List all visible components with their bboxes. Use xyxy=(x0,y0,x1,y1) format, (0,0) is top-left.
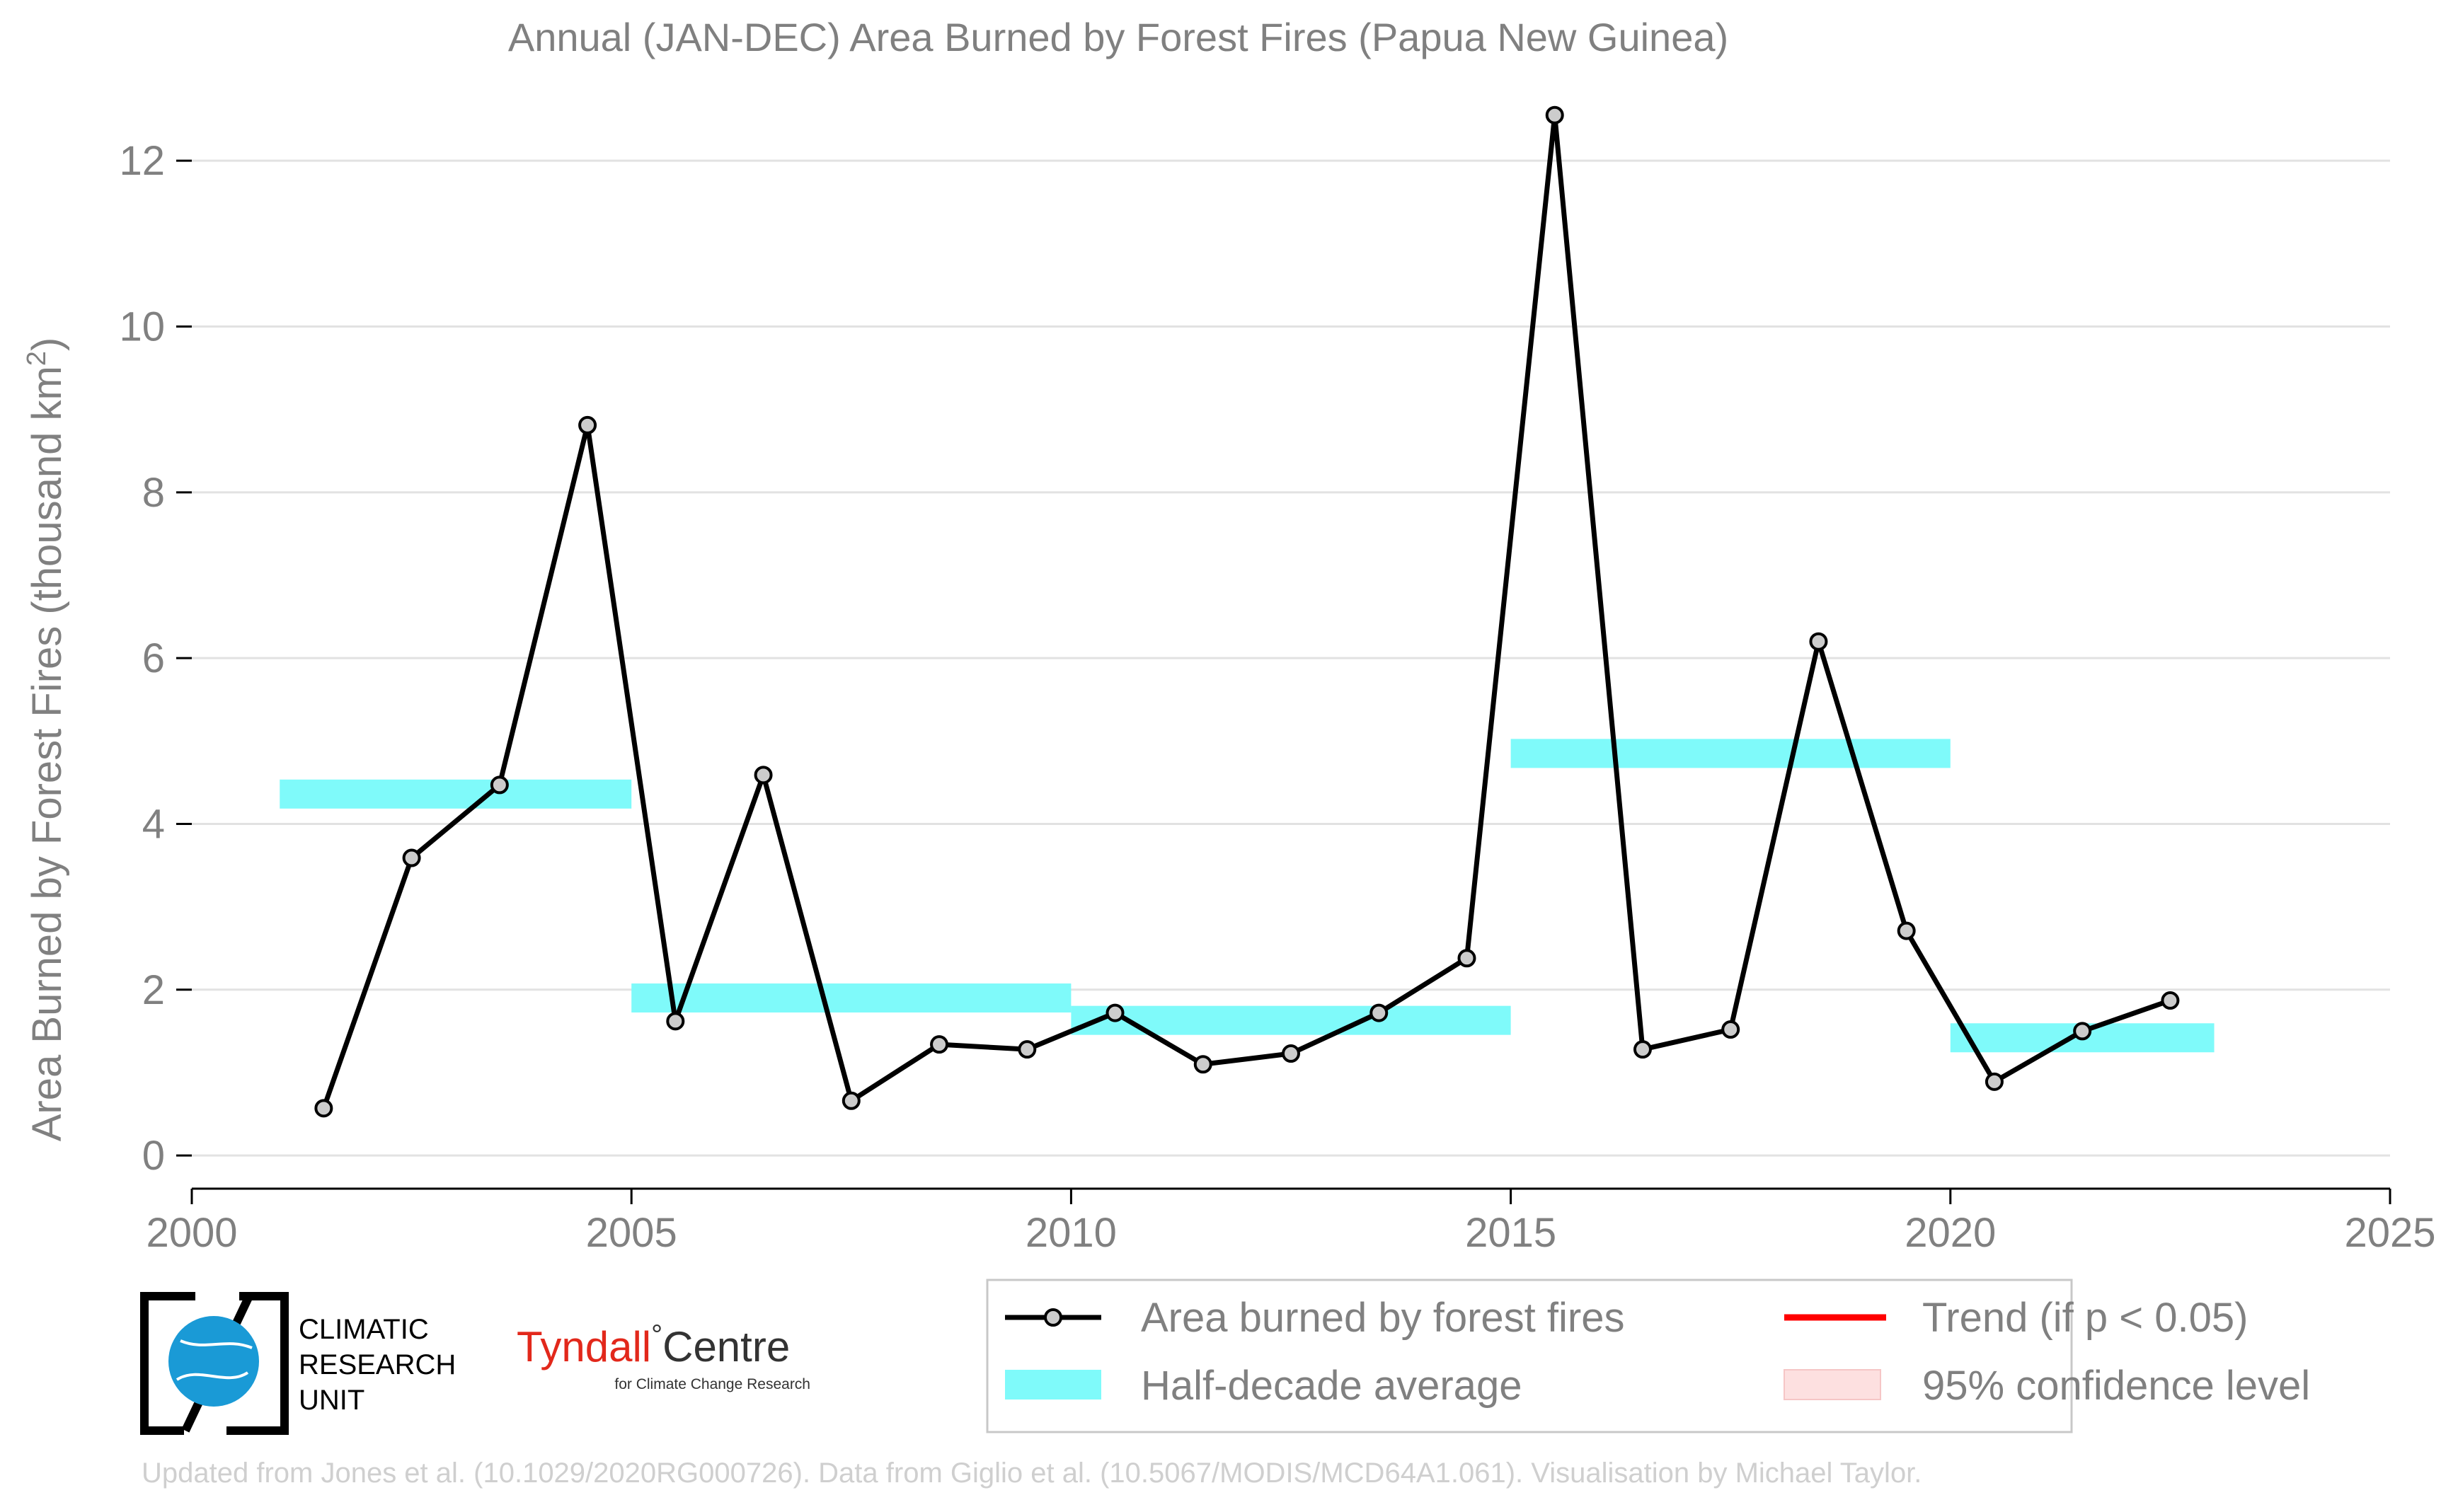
legend-marker-swatch xyxy=(1044,1308,1062,1327)
legend-label-trend: Trend (if p < 0.05) xyxy=(1922,1295,2248,1341)
y-tick-label: 0 xyxy=(142,1133,165,1179)
y-axis-label: Area Burned by Forest Fires (thousand km… xyxy=(22,337,70,1142)
tyndall-logo-centre: Centre xyxy=(662,1323,790,1370)
data-point xyxy=(2073,1022,2092,1041)
half-decade-band xyxy=(1071,1005,1511,1035)
data-point xyxy=(1369,1003,1389,1022)
x-tick-label: 2025 xyxy=(2344,1210,2435,1256)
data-point xyxy=(1545,105,1564,125)
y-axis-label-superscript: 2 xyxy=(22,351,52,366)
half-decade-bands xyxy=(280,739,2215,1053)
cru-logo-line-3: UNIT xyxy=(299,1385,364,1416)
tyndall-logo: Tyndall°Centre for Climate Change Resear… xyxy=(517,1320,810,1392)
globe-icon xyxy=(168,1316,259,1407)
cru-logo-line-1: CLIMATIC xyxy=(299,1314,429,1345)
y-tick-label: 12 xyxy=(119,138,165,184)
y-axis-label-tail: ) xyxy=(24,337,70,351)
tyndall-logo-subtitle: for Climate Change Research xyxy=(614,1376,810,1392)
y-tick-label: 2 xyxy=(142,967,165,1013)
legend-frame xyxy=(986,1279,2073,1433)
data-point xyxy=(1018,1040,1037,1059)
chart-title: Annual (JAN-DEC) Area Burned by Forest F… xyxy=(508,15,1728,59)
data-point xyxy=(1633,1040,1652,1059)
data-point xyxy=(842,1091,861,1110)
cru-logo-bracket-right xyxy=(226,1292,289,1435)
legend: Area burned by forest fires Trend (if p … xyxy=(986,1279,2310,1433)
series-line-path xyxy=(321,112,2171,1109)
data-point xyxy=(1809,632,1828,651)
data-point xyxy=(1985,1072,2004,1091)
y-axis-label-main: Area Burned by Forest Fires (thousand km xyxy=(24,366,70,1141)
half-decade-band xyxy=(280,779,632,809)
axes: 0 2 4 6 8 10 12 2000 2005 2010 2015 2020 2025 xyxy=(119,138,2435,1256)
data-point xyxy=(1897,921,1916,940)
data-point xyxy=(402,848,421,867)
y-tick-label: 10 xyxy=(119,304,165,350)
svg-text:Tyndall°Centre: Tyndall°Centre xyxy=(517,1320,790,1370)
globe-icon-detail xyxy=(176,1339,253,1381)
legend-band-swatch xyxy=(1005,1370,1101,1400)
legend-label-line: Area burned by forest fires xyxy=(1141,1295,1624,1341)
data-point xyxy=(1193,1055,1212,1074)
data-point xyxy=(314,1099,333,1118)
half-decade-band xyxy=(631,983,1072,1013)
y-tick-label: 4 xyxy=(142,801,165,847)
data-point xyxy=(754,766,773,785)
tyndall-logo-degree: ° xyxy=(651,1320,662,1351)
x-tick-label: 2005 xyxy=(586,1210,677,1256)
data-point xyxy=(1721,1020,1740,1039)
half-decade-band xyxy=(1510,739,1951,768)
legend-label-band: Half-decade average xyxy=(1141,1363,1522,1409)
legend-ci-swatch xyxy=(1784,1369,1881,1400)
series-line xyxy=(314,105,2180,1118)
x-tick-label: 2000 xyxy=(146,1210,237,1256)
data-point xyxy=(1282,1044,1300,1063)
cru-logo-line-2: RESEARCH xyxy=(299,1349,456,1380)
legend-label-ci: 95% confidence level xyxy=(1922,1363,2310,1409)
data-point xyxy=(578,415,597,434)
data-point xyxy=(666,1012,685,1031)
data-point xyxy=(1457,949,1476,968)
footer-credit: Updated from Jones et al. (10.1029/2020R… xyxy=(142,1458,1922,1489)
data-point xyxy=(490,775,509,795)
cru-logo: CLIMATIC RESEARCH UNIT xyxy=(140,1292,456,1435)
data-point xyxy=(930,1035,949,1054)
y-tick-label: 6 xyxy=(142,635,165,681)
gridlines xyxy=(192,159,2390,1157)
x-tick-label: 2015 xyxy=(1465,1210,1556,1256)
tyndall-logo-word: Tyndall xyxy=(517,1323,651,1370)
data-point xyxy=(1105,1003,1125,1022)
x-tick-label: 2020 xyxy=(1905,1210,1996,1256)
cru-logo-bracket-left xyxy=(140,1292,195,1435)
y-tick-label: 8 xyxy=(142,470,165,516)
data-point xyxy=(2161,991,2180,1010)
x-tick-label: 2010 xyxy=(1026,1210,1117,1256)
